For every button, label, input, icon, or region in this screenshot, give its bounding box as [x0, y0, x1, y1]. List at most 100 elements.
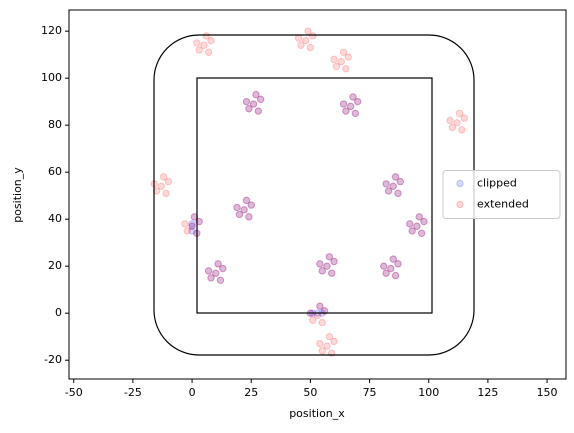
y-axis-label: position_y: [11, 167, 24, 223]
legend-box: [442, 170, 561, 219]
point: [188, 220, 196, 228]
point: [394, 260, 402, 268]
point: [342, 107, 350, 115]
point: [325, 253, 334, 261]
point: [297, 41, 305, 49]
point: [195, 46, 203, 54]
point: [387, 264, 395, 273]
point: [460, 114, 468, 122]
point: [408, 227, 416, 235]
point: [193, 39, 201, 47]
point: [152, 187, 161, 195]
point: [380, 262, 388, 270]
point: [242, 97, 251, 106]
point: [242, 97, 251, 106]
x-tick-label: -50: [65, 386, 83, 399]
point: [245, 105, 253, 113]
point: [188, 227, 196, 235]
point: [387, 264, 395, 273]
point: [159, 173, 168, 181]
point: [318, 267, 326, 275]
point: [249, 100, 258, 108]
point: [330, 337, 338, 346]
point: [242, 196, 251, 205]
point: [342, 65, 350, 73]
point: [245, 213, 253, 221]
point: [235, 210, 244, 219]
point: [316, 340, 324, 348]
point: [214, 260, 222, 268]
point: [162, 189, 170, 198]
point: [389, 255, 397, 263]
point: [318, 318, 326, 327]
point: [216, 276, 225, 284]
plot-area: [150, 27, 468, 357]
point: [188, 222, 196, 230]
point: [453, 119, 461, 127]
point: [415, 213, 423, 221]
point: [330, 257, 338, 266]
point: [257, 95, 265, 104]
point: [233, 203, 241, 212]
point: [240, 206, 248, 214]
point: [455, 109, 464, 118]
point: [446, 116, 454, 125]
point: [214, 260, 222, 268]
point: [245, 105, 253, 113]
point: [233, 203, 241, 212]
point: [190, 213, 199, 221]
x-tick-label: 0: [189, 386, 196, 399]
point: [384, 187, 393, 195]
point: [323, 262, 331, 270]
point: [420, 217, 428, 226]
y-tick-label: 80: [48, 118, 62, 131]
point: [212, 269, 220, 277]
point: [164, 177, 173, 186]
point: [396, 177, 405, 186]
point: [207, 36, 215, 45]
x-tick-label: 50: [303, 386, 317, 399]
point: [394, 189, 402, 198]
point: [323, 262, 331, 270]
point: [413, 222, 421, 230]
point: [344, 53, 352, 61]
point: [242, 196, 251, 205]
point: [448, 123, 457, 132]
point: [204, 48, 213, 57]
point: [309, 316, 317, 324]
point: [382, 180, 390, 188]
y-tick-label: 60: [48, 165, 62, 178]
point: [328, 269, 336, 277]
x-tick-label: 150: [537, 386, 558, 399]
point: [316, 302, 324, 310]
point: [325, 253, 334, 261]
point: [396, 177, 405, 186]
point: [316, 260, 324, 268]
point: [420, 217, 428, 226]
point: [212, 269, 220, 277]
point: [382, 269, 390, 277]
point: [354, 97, 362, 106]
point: [351, 109, 360, 118]
point: [219, 264, 227, 273]
point: [389, 182, 397, 190]
point: [323, 342, 331, 350]
point: [382, 180, 390, 188]
point: [247, 201, 255, 209]
point: [216, 276, 225, 284]
point: [384, 187, 393, 195]
point: [339, 100, 348, 108]
point: [417, 229, 426, 237]
point: [202, 32, 210, 40]
point: [408, 227, 416, 235]
point: [417, 229, 426, 237]
point: [394, 189, 402, 198]
point: [349, 93, 357, 101]
y-tick-label: -20: [44, 353, 62, 366]
point: [247, 201, 255, 209]
y-tick-label: 100: [41, 71, 62, 84]
point: [332, 62, 341, 71]
point: [391, 173, 400, 181]
